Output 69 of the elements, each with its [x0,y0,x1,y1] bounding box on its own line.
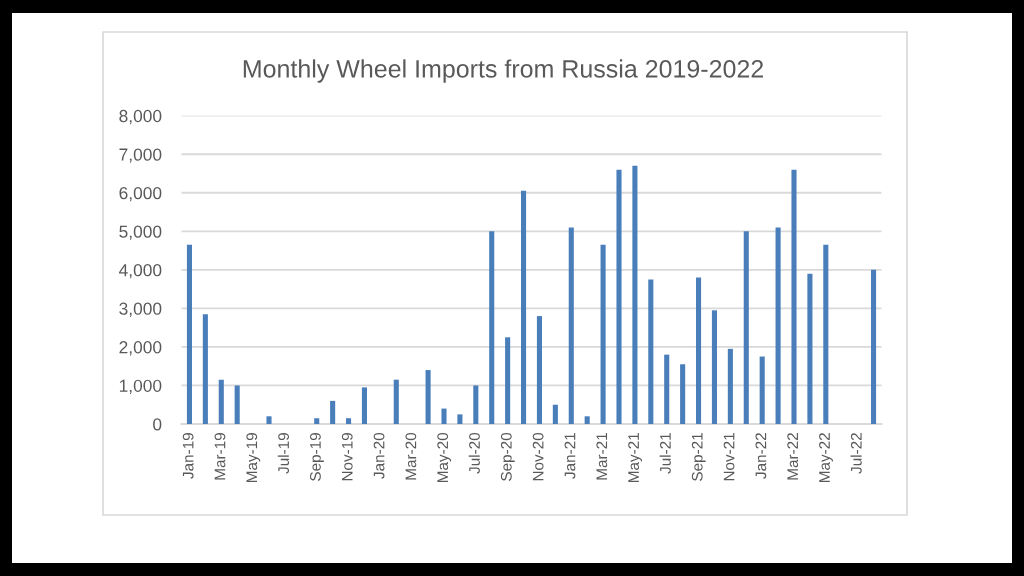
x-tick-label: May-20 [437,432,452,483]
x-tick-label: May-21 [628,433,643,483]
bar [425,370,431,424]
bar [807,273,813,424]
bar [871,269,877,424]
x-tick-label: Mar-20 [405,432,417,480]
bar [664,354,670,424]
y-tick-label: 8,000 [119,109,162,125]
bar [711,310,717,424]
bar [441,408,447,424]
x-tick-label: Jul-21 [659,433,671,474]
bar [743,231,749,424]
bar [473,385,479,424]
x-tick-label: Mar-22 [787,433,799,480]
x-tick-label: Jul-19 [277,433,290,474]
y-tick-label: 5,000 [119,225,162,240]
bar [775,227,781,424]
bar [330,400,336,424]
bar [393,379,399,424]
x-tick-label: Jan-21 [564,433,576,479]
bar [505,337,511,424]
bar [696,277,702,424]
bar [234,385,240,424]
x-tick-label: Jan-19 [182,433,194,479]
bar [632,165,638,424]
bar [759,356,765,424]
bar [489,231,495,424]
y-tick-label: 0 [153,418,162,431]
bar [616,169,622,424]
bar [202,314,208,424]
bar [680,364,686,424]
x-tick-label: May-22 [819,433,833,483]
bar [727,348,733,424]
y-tick-label: 1,000 [119,379,162,394]
bar [536,316,542,424]
x-tick-label: Nov-20 [532,432,544,481]
bar [521,190,527,424]
y-tick-label: 3,000 [119,302,162,317]
bar [823,244,829,424]
y-tick-label: 7,000 [119,148,162,163]
x-tick-label: Jul-22 [850,433,862,474]
x-tick-label: Sep-21 [691,433,706,481]
bar [457,414,463,424]
chart-title: Monthly Wheel Imports from Russia 2019-2022 [243,59,763,83]
x-tick-label: Mar-19 [214,433,226,480]
bar [600,244,606,424]
bar [791,169,797,424]
bar [314,418,320,424]
x-tick-label: May-19 [246,433,261,483]
y-tick-label: 6,000 [119,186,162,202]
x-tick-label: Sep-19 [310,433,324,481]
bar [186,244,192,424]
bar [218,379,224,424]
bar [346,418,352,424]
bar [266,416,272,424]
x-tick-label: Jan-22 [755,433,767,479]
bar [552,404,558,424]
bar [568,227,574,424]
y-tick-label: 2,000 [119,341,162,356]
x-tick-label: Nov-19 [341,433,353,481]
bar [361,387,367,424]
y-tick-label: 4,000 [119,264,162,279]
x-tick-label: Nov-21 [723,433,735,481]
x-tick-label: Jan-20 [373,432,385,479]
x-tick-label: Sep-20 [500,432,515,481]
bar [584,416,590,424]
x-tick-label: Jul-20 [468,432,480,474]
x-tick-label: Mar-21 [596,433,608,480]
bar [648,279,654,424]
